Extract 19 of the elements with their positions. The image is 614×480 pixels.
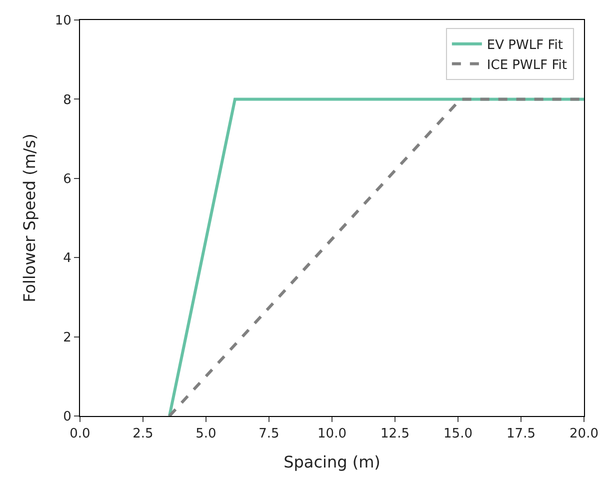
y-tick-label: 6 [63,172,72,187]
y-tick-label: 8 [63,92,72,108]
x-tick-label: 7.5 [258,426,280,442]
y-tick-label: 4 [63,251,72,266]
y-tick-label: 2 [63,330,72,346]
x-tick-label: 20.0 [570,426,598,442]
legend-label: EV PWLF Fit [486,38,563,53]
x-tick-label: 5.0 [196,426,216,442]
x-tick-label: 17.5 [506,426,536,442]
x-tick-label: 0.0 [70,426,90,442]
y-axis-title: Follower Speed (m/s) [20,134,39,302]
x-tick-label: 10.0 [318,426,346,442]
x-tick-label: 2.5 [132,426,154,442]
y-tick-label: 10 [54,14,72,29]
x-axis-title: Spacing (m) [284,452,380,472]
x-tick-label: 12.5 [380,426,410,442]
y-tick-label: 0 [63,410,72,425]
legend-label: ICE PWLF Fit [486,58,567,73]
x-tick-label: 15.0 [444,426,472,442]
